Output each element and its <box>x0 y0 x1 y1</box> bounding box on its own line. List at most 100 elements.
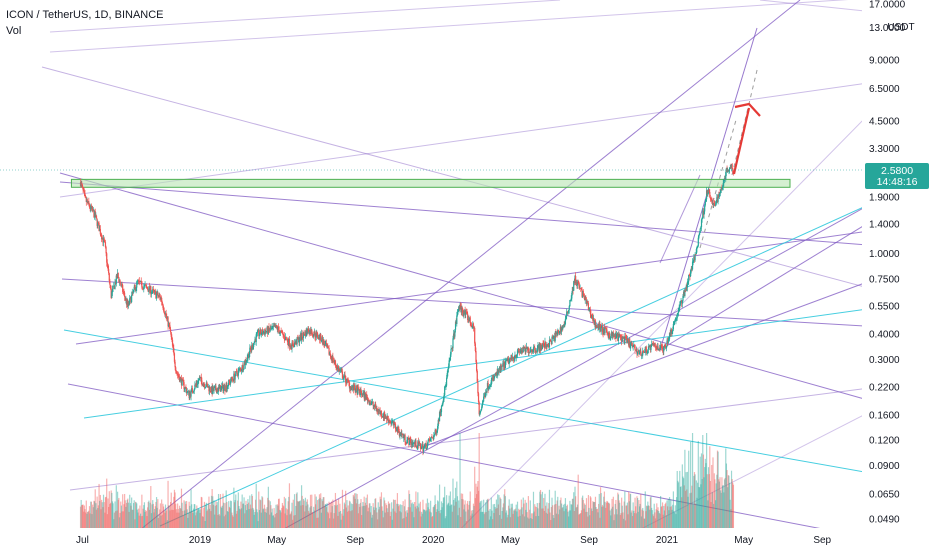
volume-bar <box>122 511 124 528</box>
volume-bar <box>486 500 488 528</box>
volume-bar <box>384 500 386 528</box>
y-tick-label: 9.0000 <box>869 55 900 66</box>
candle-body <box>153 290 155 292</box>
candle-body <box>132 289 135 293</box>
volume-bar <box>80 499 82 528</box>
volume-bar <box>276 504 278 528</box>
candle-body <box>343 374 345 378</box>
candle-body <box>313 331 315 335</box>
volume-bar <box>367 511 369 528</box>
candle-body <box>144 284 146 286</box>
volume-bar <box>247 499 249 528</box>
candle-body <box>299 339 301 343</box>
volume-bar <box>387 512 389 528</box>
volume-bar <box>157 517 160 528</box>
volume-bar <box>730 470 733 528</box>
candle-body <box>483 395 485 397</box>
candle-body <box>420 448 422 450</box>
volume-bar <box>244 513 246 528</box>
candle-body <box>318 335 320 339</box>
candle-body <box>361 394 363 396</box>
resistance-zone <box>70 178 791 188</box>
volume-bar <box>398 506 400 528</box>
candle-body <box>495 372 498 376</box>
candle-body <box>262 332 264 335</box>
candle-body <box>165 313 167 317</box>
volume-bar <box>601 506 603 528</box>
volume-bar <box>249 495 251 528</box>
volume-bar <box>345 507 347 528</box>
volume-bar <box>426 510 428 528</box>
volume-bar <box>233 487 235 528</box>
candle-body <box>297 337 299 340</box>
candle-body <box>356 387 358 395</box>
candle-body <box>437 425 439 431</box>
candle-body <box>310 329 312 334</box>
candle-body <box>519 351 521 353</box>
candle-body <box>184 387 186 389</box>
volume-bar <box>537 515 540 528</box>
volume-bar <box>201 516 204 528</box>
volume-bar <box>380 499 382 528</box>
candle-body <box>127 301 130 306</box>
y-tick-label: 4.5000 <box>869 117 900 128</box>
volume-bar <box>723 492 725 528</box>
candle-body <box>136 280 138 282</box>
volume-bar <box>414 506 416 528</box>
candle-body <box>527 347 529 349</box>
candle-body <box>571 287 574 294</box>
candle-body <box>217 389 219 392</box>
candle-body <box>115 282 117 284</box>
candle-body <box>435 432 437 434</box>
volume-bar <box>301 495 303 528</box>
candle-body <box>542 343 544 345</box>
volume-bar <box>153 512 155 528</box>
volume-bar <box>465 521 468 528</box>
candle-body <box>400 432 402 436</box>
volume-bar <box>313 510 315 528</box>
volume-bar <box>430 500 432 528</box>
candle-body <box>729 166 731 168</box>
volume-bar <box>154 508 156 528</box>
candle-body <box>601 326 603 328</box>
candle-body <box>513 357 515 360</box>
volume-bar <box>614 514 616 528</box>
x-tick-label: 2020 <box>422 535 445 546</box>
candle-body <box>104 242 107 248</box>
volume-bar <box>414 501 416 528</box>
candle-body <box>304 331 307 336</box>
volume-bar <box>373 510 376 528</box>
candle-body <box>111 292 113 298</box>
volume-bar <box>628 492 630 528</box>
volume-bar <box>501 511 503 528</box>
volume-bar <box>615 509 618 528</box>
volume-bar <box>138 508 140 528</box>
volume-bar <box>325 507 328 528</box>
volume-bar <box>272 515 274 528</box>
candle-body <box>634 345 636 351</box>
trend-line <box>49 0 849 53</box>
candle-body <box>221 384 223 387</box>
price-axis-bg <box>862 0 932 550</box>
candle-body <box>679 301 682 305</box>
candle-body <box>704 201 706 206</box>
volume-bar <box>160 515 162 528</box>
volume-bar <box>177 508 179 528</box>
candle-body <box>286 339 289 343</box>
candle-body <box>708 189 710 193</box>
candle-body <box>125 298 127 300</box>
candle-body <box>661 345 663 348</box>
candle-body <box>555 332 558 334</box>
volume-bar <box>416 505 418 528</box>
volume-bar <box>426 498 429 528</box>
volume-bar <box>410 503 413 528</box>
volume-bar <box>322 497 324 528</box>
candle-body <box>187 391 190 393</box>
volume-bar <box>607 502 609 528</box>
candle-body <box>336 366 338 370</box>
volume-bar <box>218 514 220 528</box>
volume-bar <box>225 490 227 528</box>
volume-bar <box>305 505 307 528</box>
